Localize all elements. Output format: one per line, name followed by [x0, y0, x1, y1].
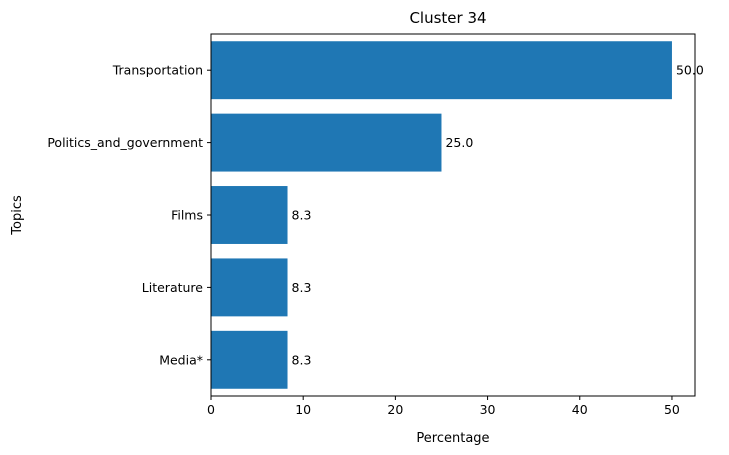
bar-4: [211, 330, 288, 389]
x-tick-label-0: 0: [207, 402, 215, 417]
bar-2: [211, 186, 288, 244]
bar-3: [211, 258, 288, 317]
x-tick-label-5: 50: [664, 402, 680, 417]
x-tick-label-1: 10: [295, 402, 311, 417]
plot-frame: [210, 33, 696, 397]
x-tick-label-3: 30: [480, 402, 496, 417]
x-ticks: 0 10 20 30 40 50: [207, 396, 680, 417]
y-tick-label-4: Media*: [159, 352, 203, 367]
data-label-2: 8.3: [292, 208, 312, 223]
data-label-3: 8.3: [292, 280, 312, 295]
y-tick-label-3: Literature: [142, 280, 204, 295]
y-tick-label-2: Films: [171, 208, 203, 223]
y-axis-label: Topics: [10, 195, 25, 236]
y-tick-label-0: Transportation: [112, 63, 203, 78]
data-label-1: 25.0: [445, 135, 473, 150]
x-tick-label-2: 20: [387, 402, 403, 417]
bar-1: [211, 113, 442, 172]
data-label-0: 50.0: [676, 63, 704, 78]
x-tick-label-4: 40: [572, 402, 588, 417]
bars-group: [211, 41, 672, 389]
data-labels: 50.0 25.0 8.3 8.3 8.3: [292, 63, 704, 368]
y-tick-label-1: Politics_and_government: [47, 135, 203, 150]
y-tick-labels: Transportation Politics_and_government Fil…: [47, 63, 211, 367]
x-axis-label: Percentage: [416, 431, 489, 446]
bar-0: [211, 41, 672, 100]
data-label-4: 8.3: [292, 352, 312, 367]
chart-title: Cluster 34: [409, 9, 486, 27]
